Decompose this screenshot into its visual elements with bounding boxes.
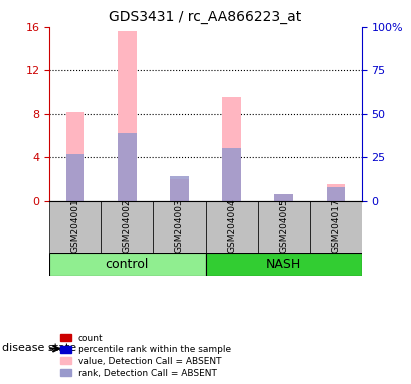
Bar bbox=[118, 31, 136, 200]
Bar bbox=[327, 184, 345, 200]
FancyBboxPatch shape bbox=[49, 200, 102, 253]
Text: GSM204003: GSM204003 bbox=[175, 198, 184, 253]
Text: GSM204005: GSM204005 bbox=[279, 198, 288, 253]
Bar bbox=[222, 149, 241, 200]
Text: GSM204017: GSM204017 bbox=[331, 198, 340, 253]
FancyBboxPatch shape bbox=[49, 253, 206, 276]
Text: control: control bbox=[106, 258, 149, 271]
Bar bbox=[275, 194, 293, 200]
FancyBboxPatch shape bbox=[258, 200, 309, 253]
Bar bbox=[66, 111, 85, 200]
Legend: count, percentile rank within the sample, value, Detection Call = ABSENT, rank, : count, percentile rank within the sample… bbox=[58, 332, 233, 379]
Bar bbox=[327, 187, 345, 200]
FancyBboxPatch shape bbox=[102, 200, 153, 253]
FancyBboxPatch shape bbox=[206, 200, 258, 253]
FancyBboxPatch shape bbox=[309, 200, 362, 253]
Text: GSM204004: GSM204004 bbox=[227, 198, 236, 253]
Bar bbox=[275, 194, 293, 200]
Text: disease state: disease state bbox=[2, 343, 76, 353]
Bar bbox=[66, 154, 85, 200]
Bar bbox=[170, 179, 189, 200]
FancyBboxPatch shape bbox=[206, 253, 362, 276]
FancyBboxPatch shape bbox=[153, 200, 206, 253]
Bar bbox=[118, 133, 136, 200]
Text: GSM204002: GSM204002 bbox=[123, 198, 132, 253]
Text: NASH: NASH bbox=[266, 258, 301, 271]
Bar bbox=[170, 176, 189, 200]
Bar bbox=[222, 98, 241, 200]
Title: GDS3431 / rc_AA866223_at: GDS3431 / rc_AA866223_at bbox=[109, 10, 302, 25]
Text: GSM204001: GSM204001 bbox=[71, 198, 80, 253]
